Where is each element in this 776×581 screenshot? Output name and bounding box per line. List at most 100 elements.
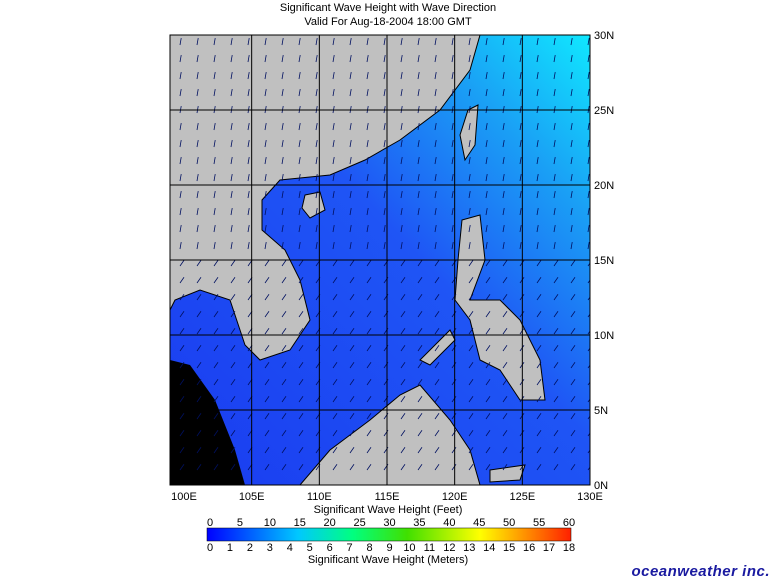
arrow: [451, 447, 457, 454]
arrow: [213, 157, 216, 165]
arrow: [179, 464, 185, 471]
arrow: [247, 225, 250, 233]
arrow: [213, 225, 216, 233]
arrow: [264, 362, 270, 369]
arrow: [298, 260, 304, 267]
arrow: [196, 123, 199, 131]
arrow: [315, 225, 318, 233]
arrow: [383, 157, 386, 165]
arrow: [536, 157, 539, 165]
arrow: [366, 311, 372, 318]
arrow: [451, 38, 454, 46]
arrow: [366, 72, 369, 80]
arrow: [179, 379, 185, 386]
latitude-label: 10N: [594, 330, 614, 342]
arrow: [570, 396, 576, 403]
arrow: [417, 311, 423, 318]
axis-labels: 100E 105E 110E 115E 120E 125E 130E0N5N10N15N20…: [171, 30, 614, 554]
arrow: [587, 174, 590, 182]
arrow: [383, 242, 386, 250]
arrow: [264, 345, 270, 352]
arrow: [366, 379, 372, 386]
arrow: [451, 208, 454, 216]
arrow: [519, 157, 522, 165]
arrow: [468, 464, 474, 471]
arrow: [536, 464, 542, 471]
arrow: [332, 208, 335, 216]
arrow: [468, 345, 474, 352]
arrow: [247, 72, 250, 80]
arrow: [179, 260, 185, 267]
latitude-label: 25N: [594, 105, 614, 117]
arrow: [230, 260, 236, 267]
map-area: [170, 35, 590, 485]
arrow: [536, 242, 539, 250]
arrow: [366, 345, 372, 352]
arrow: [536, 277, 542, 284]
arrow: [264, 208, 267, 216]
arrow: [451, 430, 457, 437]
arrow: [502, 345, 508, 352]
arrow: [434, 260, 440, 267]
arrow: [230, 447, 236, 454]
arrow: [332, 362, 338, 369]
arrow: [417, 123, 420, 131]
arrow: [400, 311, 406, 318]
arrow: [485, 413, 491, 420]
arrow: [298, 140, 301, 148]
arrow: [536, 72, 539, 80]
arrow: [213, 260, 219, 267]
arrow: [434, 174, 437, 182]
arrow: [417, 345, 423, 352]
arrow: [315, 174, 318, 182]
arrow: [349, 208, 352, 216]
arrow: [536, 362, 542, 369]
arrow: [281, 277, 287, 284]
arrow: [485, 379, 491, 386]
arrow: [468, 277, 474, 284]
colorbar-label: 35: [413, 517, 425, 529]
arrow: [502, 208, 505, 216]
arrow: [213, 379, 219, 386]
arrow: [349, 345, 355, 352]
arrow: [434, 191, 437, 199]
arrow: [536, 311, 542, 318]
arrow: [502, 362, 508, 369]
arrow: [230, 396, 236, 403]
arrow: [434, 140, 437, 148]
colorbar-label: 8: [366, 542, 372, 554]
colorbar-label: 15: [503, 542, 515, 554]
arrow: [281, 430, 287, 437]
arrow: [383, 191, 386, 199]
arrow: [315, 208, 318, 216]
arrow: [298, 362, 304, 369]
arrow: [417, 294, 423, 301]
arrow: [230, 89, 233, 97]
arrow: [400, 345, 406, 352]
arrow: [332, 396, 338, 403]
arrow: [196, 328, 202, 335]
arrow: [553, 294, 559, 301]
arrow: [587, 123, 590, 131]
arrow: [281, 311, 287, 318]
arrow: [196, 157, 199, 165]
arrow: [179, 345, 185, 352]
arrow: [502, 260, 508, 267]
arrow: [553, 362, 559, 369]
arrow: [536, 225, 539, 233]
arrow: [332, 464, 338, 471]
arrow: [587, 279, 590, 284]
arrow: [570, 345, 576, 352]
arrow: [230, 430, 236, 437]
arrow: [298, 447, 304, 454]
arrow: [502, 396, 508, 403]
arrow: [281, 208, 284, 216]
arrow: [281, 123, 284, 131]
arrow: [400, 72, 403, 80]
arrow: [213, 362, 219, 369]
arrow: [264, 242, 267, 250]
land-taiwan: [459, 104, 479, 162]
arrow: [332, 277, 338, 284]
arrow: [400, 277, 406, 284]
arrow: [366, 328, 372, 335]
